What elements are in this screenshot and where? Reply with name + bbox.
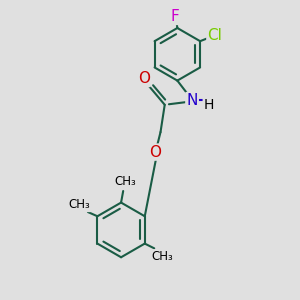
Text: N: N xyxy=(186,93,198,108)
Text: CH₃: CH₃ xyxy=(152,250,173,263)
Text: CH₃: CH₃ xyxy=(69,198,90,211)
Text: Cl: Cl xyxy=(207,28,222,44)
Text: CH₃: CH₃ xyxy=(114,175,136,188)
Text: H: H xyxy=(204,98,214,112)
Text: O: O xyxy=(149,145,161,160)
Text: F: F xyxy=(171,9,180,24)
Text: O: O xyxy=(138,71,150,86)
